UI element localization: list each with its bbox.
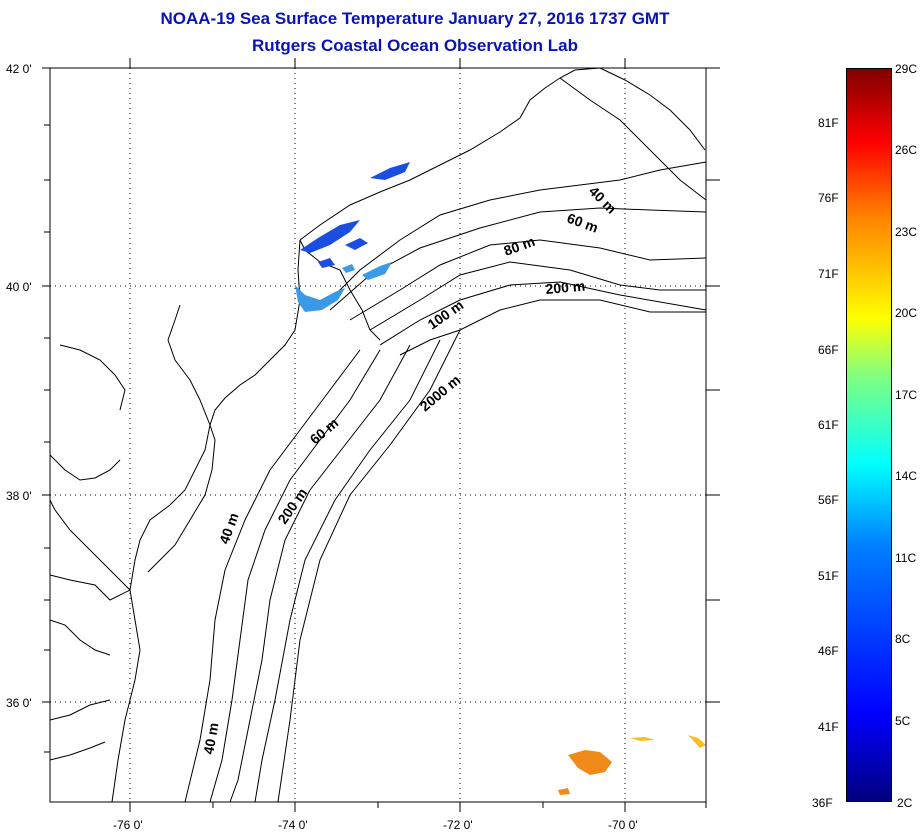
celsius-tick-label: 2C xyxy=(897,796,913,810)
contour-label: 60 m xyxy=(565,210,600,236)
fahrenheit-tick-label: 46F xyxy=(818,644,839,658)
celsius-tick-label: 8C xyxy=(895,632,911,646)
contour-label: 100 m xyxy=(425,297,467,333)
lon-label: -70 0' xyxy=(608,818,638,832)
celsius-tick-label: 17C xyxy=(895,388,918,402)
contour-labels: 40 m 60 m 80 m 200 m 100 m 2000 m 60 m 2… xyxy=(200,183,620,756)
lat-label: 40 0' xyxy=(6,280,32,294)
celsius-tick-label: 29C xyxy=(895,62,918,76)
contour-label: 200 m xyxy=(545,278,586,297)
fahrenheit-tick-label: 81F xyxy=(818,116,839,130)
celsius-tick-label: 11C xyxy=(895,551,917,565)
fahrenheit-tick-label: 66F xyxy=(818,343,839,357)
fahrenheit-tick-label: 51F xyxy=(818,569,839,583)
fahrenheit-tick-label: 71F xyxy=(818,267,839,281)
lon-label: -72 0' xyxy=(443,818,473,832)
contour-label: 60 m xyxy=(307,415,342,448)
lon-label: -76 0' xyxy=(113,818,143,832)
contour-label: 2000 m xyxy=(417,372,464,415)
fahrenheit-tick-label: 56F xyxy=(818,493,839,507)
color-scale-bar xyxy=(846,68,892,802)
contour-label: 80 m xyxy=(502,233,537,259)
map-title: NOAA-19 Sea Surface Temperature January … xyxy=(160,9,670,28)
celsius-tick-label: 26C xyxy=(895,143,918,157)
map-subtitle: Rutgers Coastal Ocean Observation Lab xyxy=(252,36,578,55)
coastline xyxy=(49,67,707,803)
contour-label: 40 m xyxy=(586,183,620,217)
fahrenheit-tick-label: 61F xyxy=(818,418,839,432)
fahrenheit-tick-label: 36F xyxy=(812,796,833,810)
lon-label: -74 0' xyxy=(278,818,308,832)
celsius-tick-label: 5C xyxy=(895,714,911,728)
tick-marks xyxy=(42,58,720,812)
fahrenheit-tick-label: 76F xyxy=(818,191,839,205)
celsius-tick-label: 23C xyxy=(895,225,918,239)
contour-label: 40 m xyxy=(216,511,242,546)
celsius-tick-label: 20C xyxy=(895,306,918,320)
celsius-tick-label: 14C xyxy=(895,469,918,483)
contour-label: 200 m xyxy=(274,485,310,527)
fahrenheit-tick-label: 41F xyxy=(818,720,839,734)
contour-label: 40 m xyxy=(200,721,221,755)
lat-label: 42 0' xyxy=(6,62,32,76)
depth-contours xyxy=(184,161,707,803)
lat-label: 38 0' xyxy=(6,489,32,503)
lat-label: 36 0' xyxy=(6,696,32,710)
sst-patches xyxy=(295,162,706,795)
